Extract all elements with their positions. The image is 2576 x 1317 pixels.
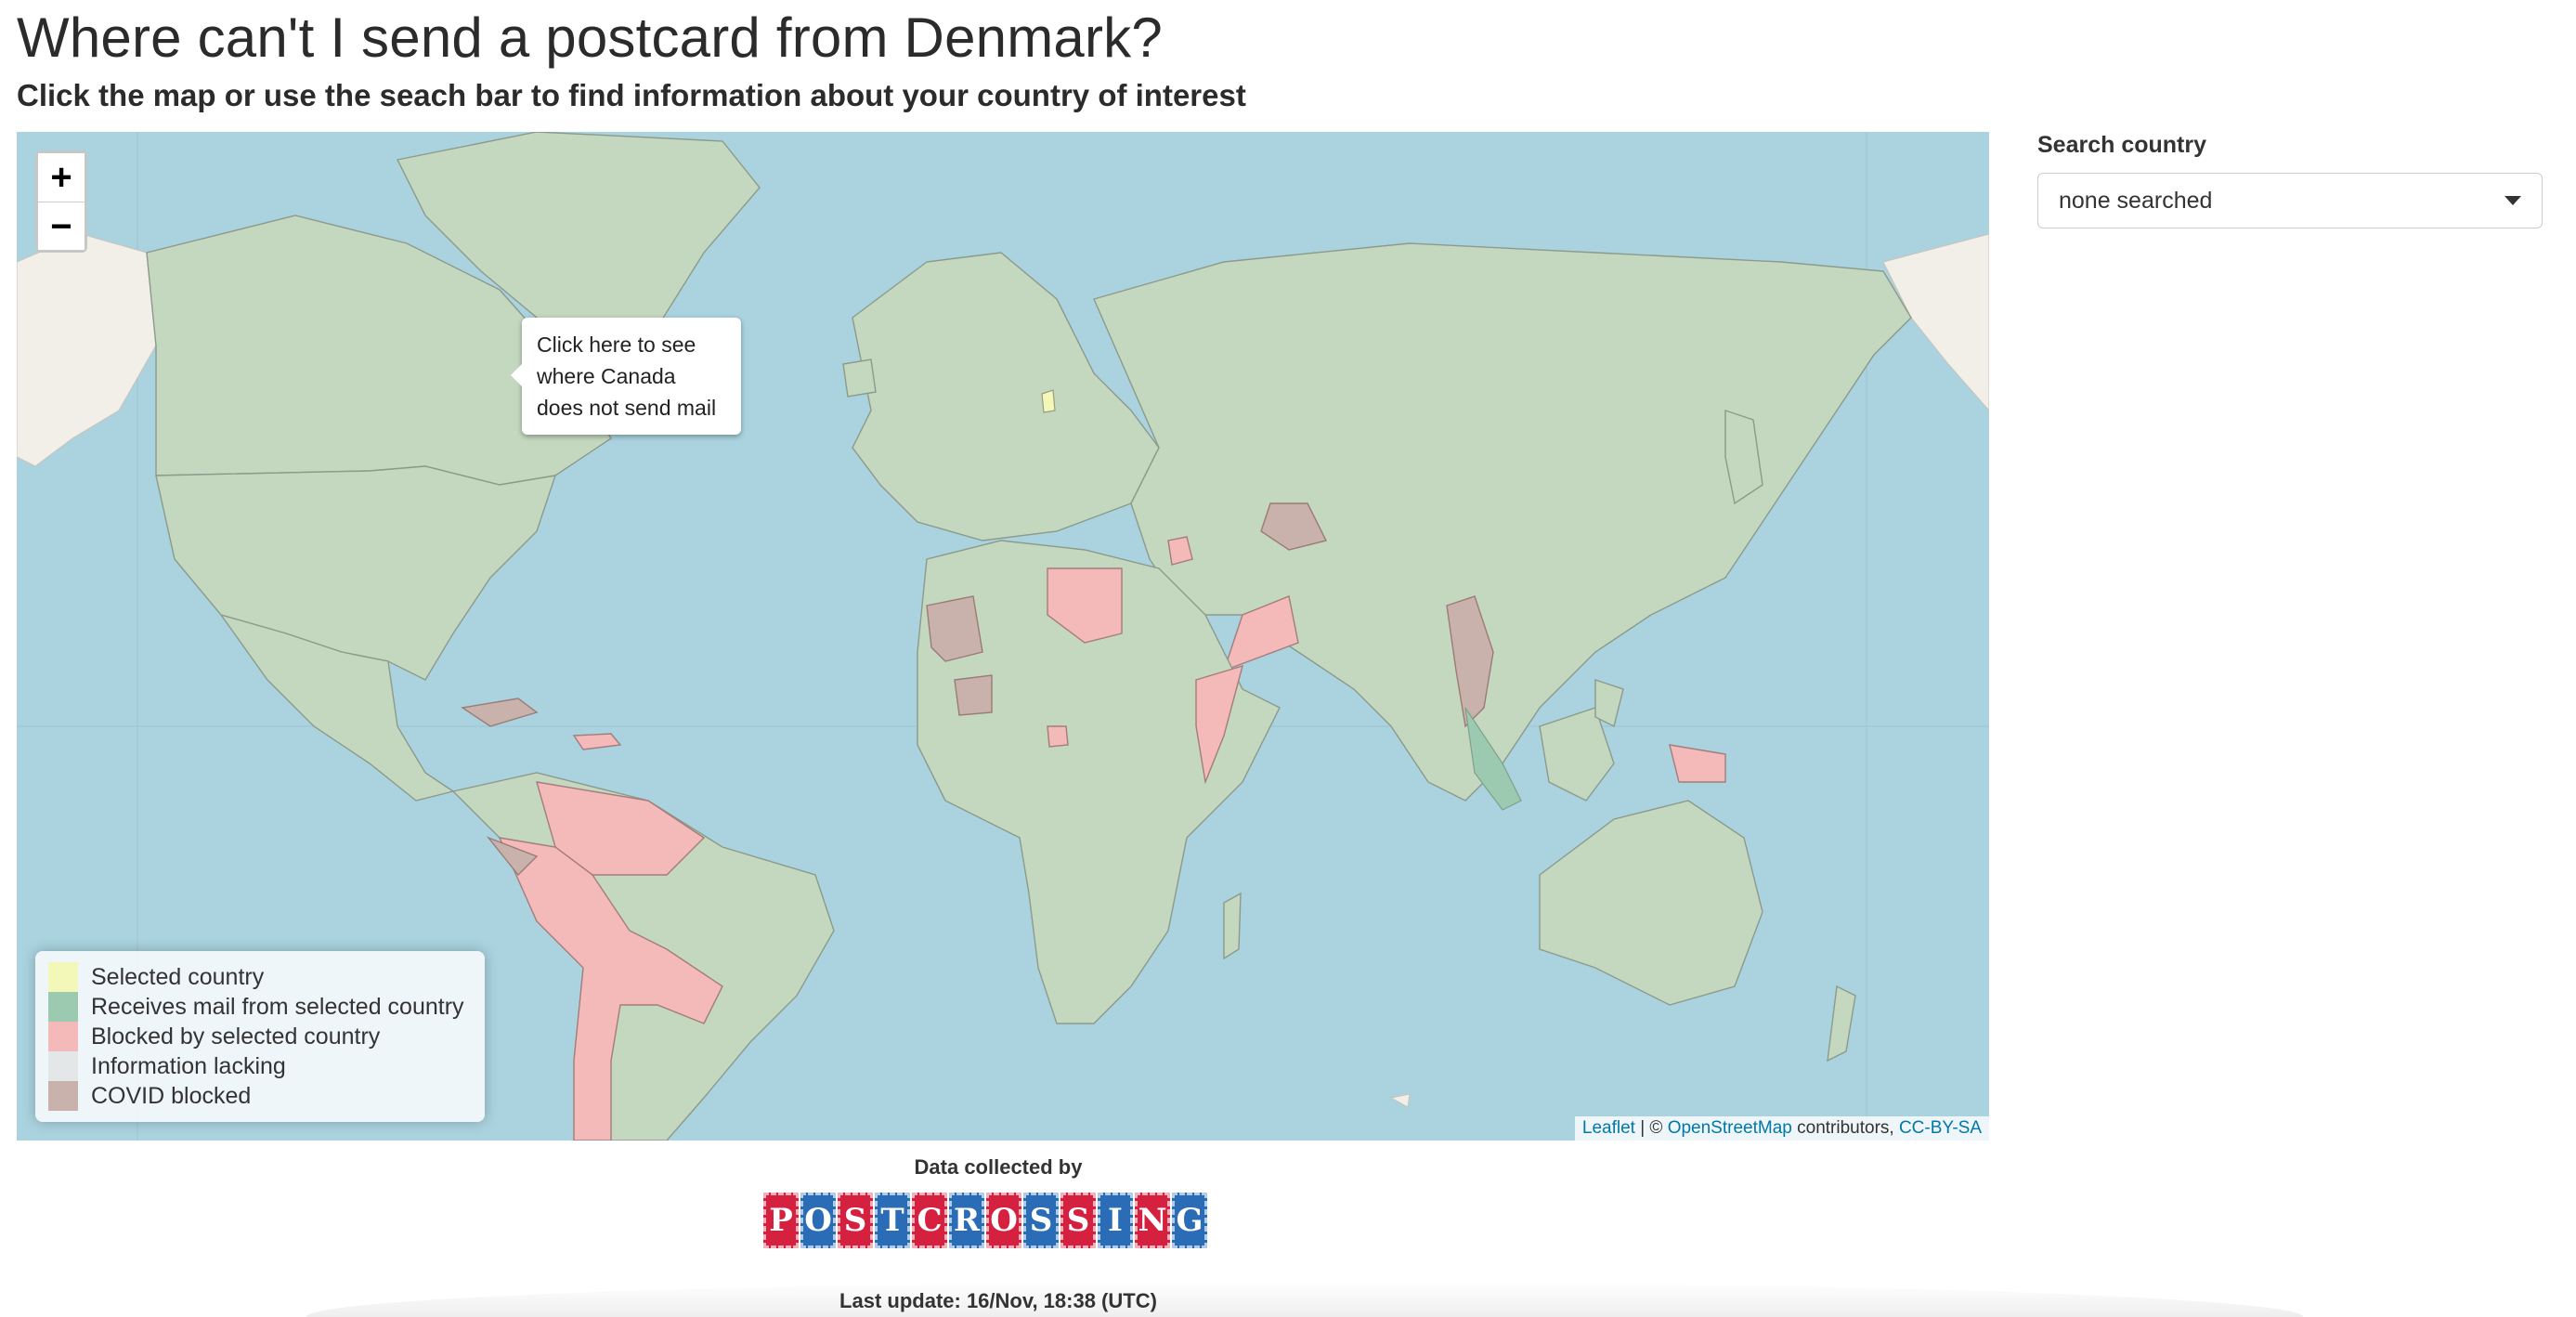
page-subtitle: Click the map or use the seach bar to fi… xyxy=(17,78,1246,112)
legend-swatch xyxy=(48,962,78,992)
attribution-separator: | © xyxy=(1634,1118,1668,1138)
denmark[interactable] xyxy=(1041,389,1056,413)
page-title: Where can't I send a postcard from Denma… xyxy=(17,7,1163,69)
alaska[interactable] xyxy=(17,233,157,467)
legend-item-selected: Selected country xyxy=(48,962,472,992)
japan[interactable] xyxy=(1724,410,1763,505)
logo-letter: P xyxy=(763,1193,799,1248)
logo-letter: C xyxy=(912,1193,947,1248)
papua-new-guinea[interactable] xyxy=(1669,744,1726,783)
logo-letter: O xyxy=(800,1193,836,1248)
andean-countries[interactable] xyxy=(498,837,723,1141)
legend-label: Information lacking xyxy=(91,1052,286,1079)
legend-item-covid: COVID blocked xyxy=(48,1081,472,1111)
legend-swatch xyxy=(48,1081,78,1111)
libya[interactable] xyxy=(1047,567,1123,644)
cuba[interactable] xyxy=(461,698,539,727)
logo-letter: N xyxy=(1135,1193,1170,1248)
zoom-control: + − xyxy=(35,150,87,253)
zoom-in-button[interactable]: + xyxy=(38,153,85,202)
west-africa-blocked[interactable] xyxy=(954,674,993,716)
africa[interactable] xyxy=(917,540,1281,1024)
search-country-value: none searched xyxy=(2059,187,2213,214)
logo-letter: S xyxy=(838,1193,873,1248)
nigeria-region[interactable] xyxy=(1047,725,1069,748)
legend-item-receives: Receives mail from selected country xyxy=(48,992,472,1022)
license-link[interactable]: CC-BY-SA xyxy=(1898,1118,1982,1138)
logo-letter: S xyxy=(1023,1193,1059,1248)
last-update: Last update: 16/Nov, 18:38 (UTC) xyxy=(839,1289,1157,1312)
leaflet-link[interactable]: Leaflet xyxy=(1581,1118,1635,1138)
united-kingdom[interactable] xyxy=(842,359,877,398)
united-states[interactable] xyxy=(155,465,557,681)
island xyxy=(1389,1093,1411,1108)
map-legend: Selected country Receives mail from sele… xyxy=(35,951,485,1122)
turkmenistan[interactable] xyxy=(1260,502,1328,551)
australia[interactable] xyxy=(1539,800,1763,1006)
openstreetmap-link[interactable]: OpenStreetMap xyxy=(1667,1118,1792,1138)
legend-swatch xyxy=(48,992,78,1022)
world-map[interactable]: + − Click here to see where Canada does … xyxy=(17,132,1989,1141)
map-tooltip: Click here to see where Canada does not … xyxy=(511,318,741,435)
legend-swatch xyxy=(48,1022,78,1051)
syria[interactable] xyxy=(1167,536,1193,566)
search-country-label: Search country xyxy=(2037,132,2207,158)
search-country-select[interactable]: none searched xyxy=(2037,173,2543,228)
logo-letter: O xyxy=(986,1193,1021,1248)
borneo[interactable] xyxy=(1539,707,1615,802)
postcrossing-logo[interactable]: P O S T C R O S S I N G xyxy=(763,1193,1209,1248)
legend-label: Blocked by selected country xyxy=(91,1023,381,1050)
chukotka[interactable] xyxy=(1882,233,1989,411)
legend-swatch xyxy=(48,1051,78,1081)
mexico[interactable] xyxy=(219,613,455,802)
map-attribution: Leaflet | © OpenStreetMap contributors, … xyxy=(1574,1116,1989,1141)
myanmar[interactable] xyxy=(1446,595,1494,728)
attribution-contributors: contributors, xyxy=(1791,1118,1899,1138)
caribbean-islands[interactable] xyxy=(572,733,622,750)
ecuador[interactable] xyxy=(486,836,539,877)
legend-item-info-lacking: Information lacking xyxy=(48,1051,472,1081)
mauritania[interactable] xyxy=(926,595,983,662)
legend-label: Selected country xyxy=(91,963,265,990)
logo-letter: R xyxy=(949,1193,984,1248)
caret-down-icon xyxy=(2504,196,2521,205)
logo-letter: G xyxy=(1172,1193,1207,1248)
yemen[interactable] xyxy=(1222,595,1299,672)
legend-label: Receives mail from selected country xyxy=(91,993,464,1020)
philippines[interactable] xyxy=(1594,679,1624,728)
map-tiles[interactable] xyxy=(17,132,1989,1141)
logo-letter: S xyxy=(1060,1193,1096,1248)
somalia[interactable] xyxy=(1195,664,1243,785)
legend-label: COVID blocked xyxy=(91,1082,252,1109)
logo-letter: T xyxy=(875,1193,910,1248)
sumatra[interactable] xyxy=(1464,707,1522,811)
legend-item-blocked: Blocked by selected country xyxy=(48,1022,472,1051)
new-zealand[interactable] xyxy=(1827,984,1856,1063)
logo-letter: I xyxy=(1098,1193,1133,1248)
madagascar[interactable] xyxy=(1223,892,1242,960)
data-collected-by: Data collected by xyxy=(914,1155,1083,1179)
zoom-out-button[interactable]: − xyxy=(38,202,85,250)
